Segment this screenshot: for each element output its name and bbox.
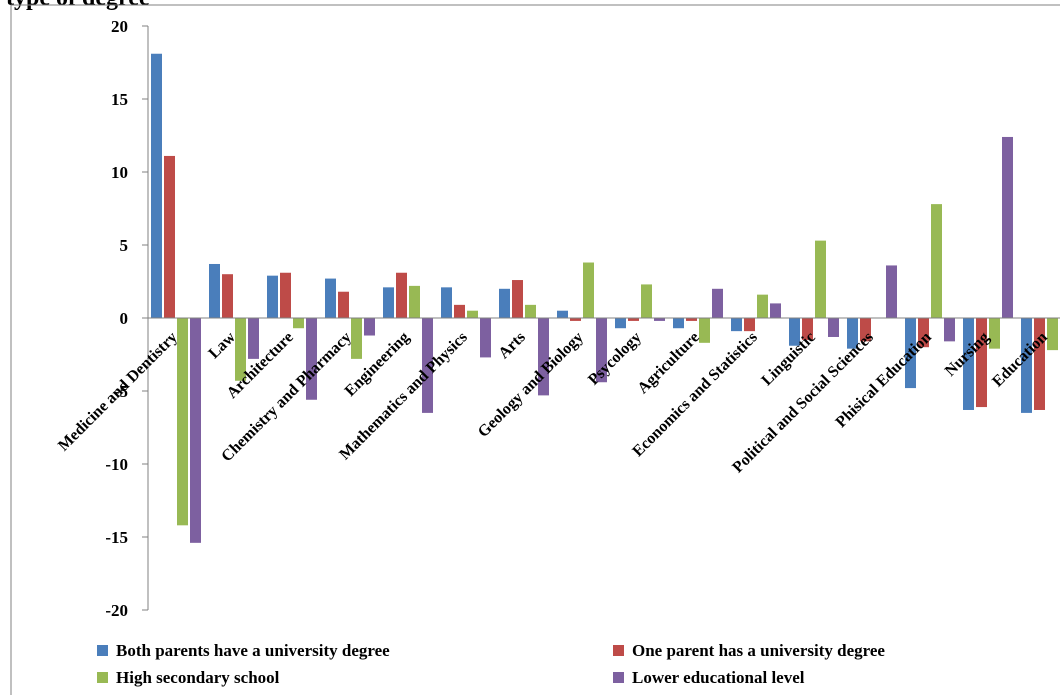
legend: Both parents have a university degree One… bbox=[97, 641, 885, 687]
bar bbox=[770, 303, 781, 318]
bar bbox=[364, 318, 375, 336]
bar bbox=[454, 304, 465, 318]
bar bbox=[151, 53, 162, 319]
bar bbox=[944, 318, 955, 342]
y-tick-label: -20 bbox=[105, 601, 128, 620]
bar bbox=[615, 318, 626, 329]
bar bbox=[396, 272, 407, 318]
y-tick-label: -10 bbox=[105, 455, 128, 474]
bar bbox=[306, 318, 317, 400]
bar bbox=[931, 204, 942, 318]
bar bbox=[976, 318, 987, 408]
y-tick-label: -5 bbox=[114, 382, 128, 401]
bar bbox=[815, 240, 826, 318]
bar bbox=[499, 288, 510, 318]
bar bbox=[293, 318, 304, 329]
legend-swatch bbox=[97, 645, 108, 656]
bar bbox=[963, 318, 974, 410]
legend-label: One parent has a university degree bbox=[632, 641, 885, 660]
bar bbox=[267, 275, 278, 318]
bar bbox=[248, 318, 259, 359]
bar bbox=[802, 318, 813, 340]
bar bbox=[190, 318, 201, 543]
bar bbox=[409, 285, 420, 318]
bar bbox=[847, 318, 858, 349]
bar bbox=[209, 263, 220, 318]
bar bbox=[512, 280, 523, 318]
bar bbox=[712, 288, 723, 318]
bar bbox=[744, 318, 755, 332]
bar bbox=[280, 272, 291, 318]
bar bbox=[886, 265, 897, 318]
bar bbox=[918, 318, 929, 348]
bar bbox=[383, 287, 394, 318]
bar bbox=[480, 318, 491, 358]
bar bbox=[731, 318, 742, 332]
legend-label: High secondary school bbox=[116, 668, 280, 687]
bar bbox=[570, 318, 581, 321]
bars bbox=[151, 53, 1058, 543]
bar bbox=[654, 318, 665, 321]
bar bbox=[325, 278, 336, 318]
bar bbox=[222, 274, 233, 318]
bar bbox=[538, 318, 549, 396]
bar bbox=[686, 318, 697, 321]
bar bbox=[525, 304, 536, 318]
bar bbox=[177, 318, 188, 526]
bar bbox=[641, 284, 652, 318]
legend-swatch bbox=[613, 645, 624, 656]
bar bbox=[1047, 318, 1058, 351]
bar bbox=[164, 155, 175, 318]
y-tick-label: 10 bbox=[111, 163, 128, 182]
y-axis-ticks: 20 15 10 5 0 -5 -10 -15 -20 bbox=[105, 17, 148, 620]
bar bbox=[789, 318, 800, 346]
y-tick-label: 0 bbox=[120, 309, 129, 328]
bar bbox=[860, 318, 871, 342]
bar bbox=[673, 318, 684, 329]
bar bbox=[989, 318, 1000, 349]
bar bbox=[828, 318, 839, 337]
bar bbox=[905, 318, 916, 389]
y-tick-label: 15 bbox=[111, 90, 128, 109]
bar bbox=[557, 310, 568, 318]
bar bbox=[699, 318, 710, 343]
legend-swatch bbox=[97, 672, 108, 683]
y-tick-label: -15 bbox=[105, 528, 128, 547]
bar bbox=[583, 262, 594, 318]
legend-label: Lower educational level bbox=[632, 668, 805, 687]
bar bbox=[422, 318, 433, 413]
bar bbox=[441, 287, 452, 318]
bar bbox=[1002, 136, 1013, 318]
bar bbox=[1021, 318, 1032, 413]
y-tick-label: 20 bbox=[111, 17, 128, 36]
bar bbox=[467, 310, 478, 318]
bar bbox=[235, 318, 246, 381]
bar bbox=[351, 318, 362, 359]
bar bbox=[1034, 318, 1045, 410]
bar bbox=[757, 294, 768, 318]
bar bbox=[338, 291, 349, 318]
y-tick-label: 5 bbox=[120, 236, 129, 255]
legend-label: Both parents have a university degree bbox=[116, 641, 390, 660]
bar bbox=[596, 318, 607, 383]
legend-swatch bbox=[613, 672, 624, 683]
bar bbox=[628, 318, 639, 321]
